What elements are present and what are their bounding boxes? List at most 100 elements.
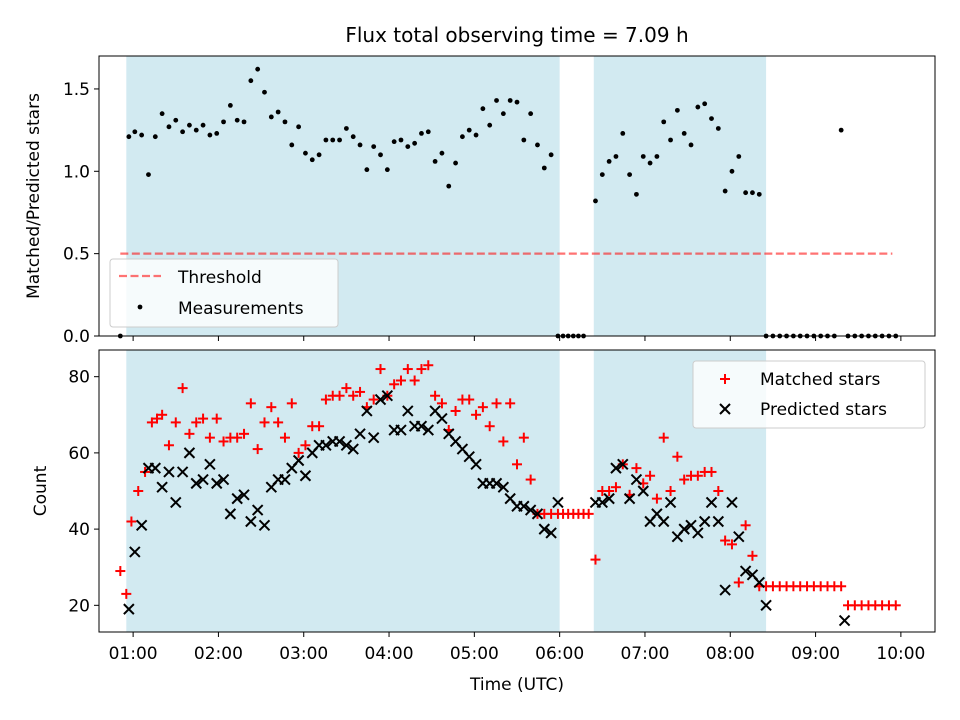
measurement-point bbox=[132, 129, 137, 134]
measurement-point bbox=[262, 90, 267, 95]
measurement-point bbox=[709, 116, 714, 121]
measurement-point bbox=[153, 134, 158, 139]
measurement-point bbox=[194, 128, 199, 133]
observing-window-1 bbox=[126, 350, 559, 632]
measurement-point bbox=[716, 126, 721, 131]
bottom-legend: Matched stars Predicted stars bbox=[693, 361, 925, 428]
y-tick-label: 0.5 bbox=[63, 245, 90, 265]
measurement-point bbox=[378, 152, 383, 157]
measurement-point bbox=[839, 128, 844, 133]
measurement-point bbox=[276, 110, 281, 115]
measurement-point bbox=[614, 154, 619, 159]
y-tick-label: 0.0 bbox=[63, 327, 90, 347]
measurement-point bbox=[248, 78, 253, 83]
measurement-point bbox=[405, 144, 410, 149]
measurement-point bbox=[255, 67, 260, 72]
x-tick-label: 05:00 bbox=[450, 644, 499, 664]
measurement-point bbox=[501, 111, 506, 116]
measurement-point bbox=[474, 133, 479, 138]
measurement-point bbox=[180, 129, 185, 134]
measurement-point bbox=[641, 154, 646, 159]
measurement-point bbox=[187, 123, 192, 128]
measurement-point bbox=[730, 169, 735, 174]
measurement-point bbox=[426, 129, 431, 134]
measurement-point bbox=[317, 152, 322, 157]
observing-window-2 bbox=[594, 56, 766, 336]
measurement-point bbox=[433, 159, 438, 164]
measurement-point bbox=[324, 138, 329, 143]
measurement-point bbox=[358, 143, 363, 148]
measurement-point bbox=[399, 138, 404, 143]
measurement-point bbox=[296, 124, 301, 129]
x-tick-label: 03:00 bbox=[279, 644, 328, 664]
measurement-point bbox=[627, 172, 632, 177]
bottom-y-axis-label: Count bbox=[31, 465, 51, 516]
top-legend: Threshold Measurements bbox=[110, 259, 338, 327]
figure-title: Flux total observing time = 7.09 h bbox=[345, 23, 688, 47]
measurement-point bbox=[750, 190, 755, 195]
measurement-point bbox=[655, 154, 660, 159]
measurement-point bbox=[689, 143, 694, 148]
measurement-point bbox=[351, 134, 356, 139]
measurement-point bbox=[682, 131, 687, 136]
x-tick-label: 02:00 bbox=[194, 644, 243, 664]
measurement-point bbox=[283, 119, 288, 124]
measurement-point bbox=[528, 111, 533, 116]
x-tick-label: 09:00 bbox=[791, 644, 840, 664]
x-tick-label: 10:00 bbox=[876, 644, 925, 664]
measurement-point bbox=[337, 138, 342, 143]
legend-measurements-symbol bbox=[138, 305, 143, 310]
measurement-point bbox=[446, 184, 451, 189]
measurement-point bbox=[521, 138, 526, 143]
measurement-point bbox=[675, 108, 680, 113]
measurement-point bbox=[289, 143, 294, 148]
y-tick-label: 80 bbox=[68, 368, 90, 388]
measurement-point bbox=[743, 190, 748, 195]
legend-measurements-label: Measurements bbox=[178, 299, 304, 319]
measurement-point bbox=[214, 131, 219, 136]
x-tick-label: 04:00 bbox=[365, 644, 414, 664]
y-tick-label: 20 bbox=[68, 596, 90, 616]
measurement-point bbox=[371, 144, 376, 149]
measurement-point bbox=[385, 167, 390, 172]
measurement-point bbox=[412, 141, 417, 146]
measurement-point bbox=[467, 128, 472, 133]
measurement-point bbox=[139, 133, 144, 138]
top-y-axis-label: Matched/Predicted stars bbox=[24, 93, 44, 299]
measurement-point bbox=[757, 192, 762, 197]
measurement-point bbox=[310, 157, 315, 162]
measurement-point bbox=[392, 139, 397, 144]
measurement-point bbox=[508, 98, 513, 103]
measurement-point bbox=[648, 161, 653, 166]
measurement-point bbox=[330, 138, 335, 143]
measurement-point bbox=[364, 167, 369, 172]
x-tick-label: 08:00 bbox=[706, 644, 755, 664]
measurement-point bbox=[440, 151, 445, 156]
legend-matched-label: Matched stars bbox=[760, 370, 880, 390]
measurement-point bbox=[600, 172, 605, 177]
legend-predicted-label: Predicted stars bbox=[760, 400, 887, 420]
measurement-point bbox=[620, 131, 625, 136]
measurement-point bbox=[453, 161, 458, 166]
measurement-point bbox=[487, 123, 492, 128]
y-tick-label: 40 bbox=[68, 520, 90, 540]
measurement-point bbox=[126, 134, 131, 139]
measurement-point bbox=[723, 189, 728, 194]
measurement-point bbox=[494, 98, 499, 103]
measurement-point bbox=[542, 166, 547, 171]
measurement-point bbox=[207, 133, 212, 138]
measurement-point bbox=[460, 134, 465, 139]
figure: Flux total observing time = 7.09 h 0.0 0.… bbox=[0, 0, 960, 720]
measurement-point bbox=[515, 100, 520, 105]
measurement-point bbox=[549, 152, 554, 157]
measurement-point bbox=[593, 199, 598, 204]
measurement-point bbox=[228, 103, 233, 108]
measurement-point bbox=[269, 115, 274, 120]
measurement-point bbox=[201, 123, 206, 128]
measurement-point bbox=[167, 124, 172, 129]
measurement-point bbox=[702, 101, 707, 106]
x-tick-label: 06:00 bbox=[535, 644, 584, 664]
measurement-point bbox=[344, 126, 349, 131]
measurement-point bbox=[480, 106, 485, 111]
measurement-point bbox=[242, 119, 247, 124]
